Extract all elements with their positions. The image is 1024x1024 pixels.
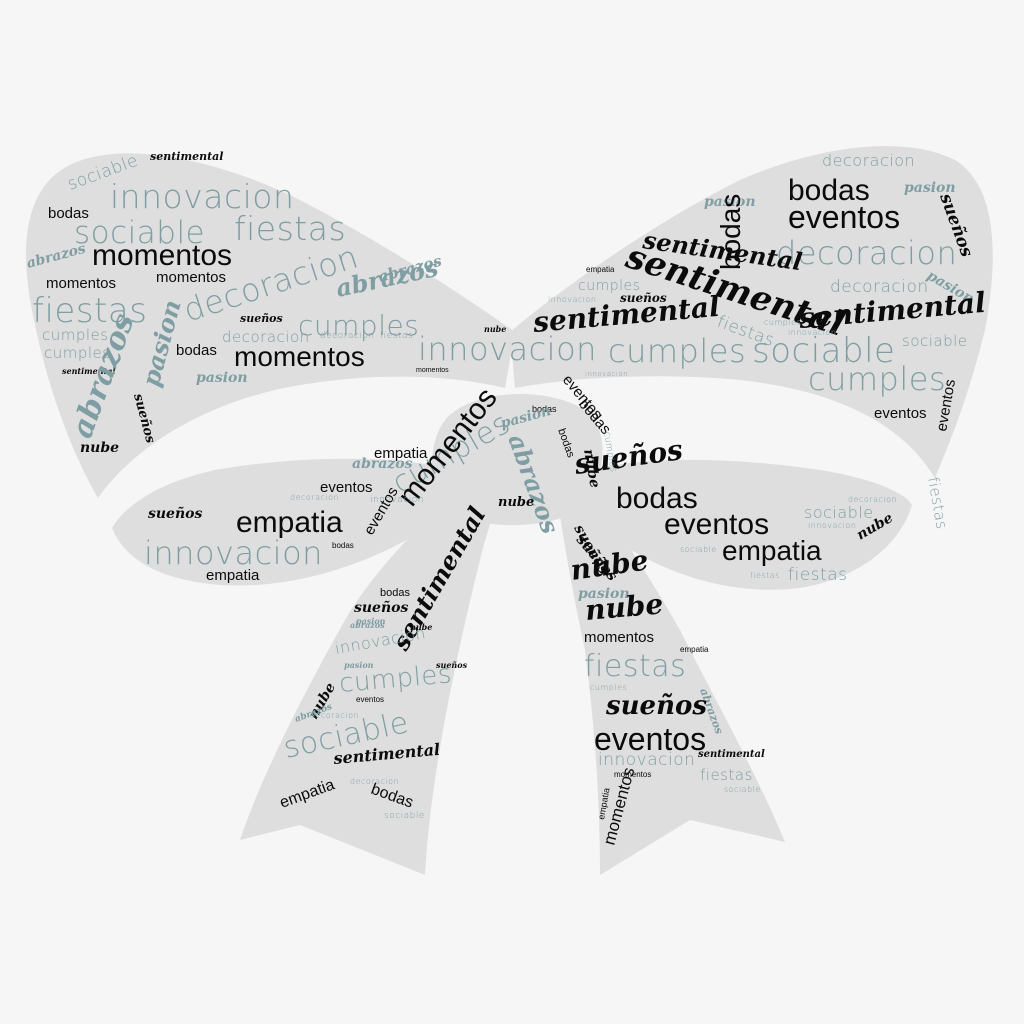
- word-pasion: pasion: [356, 616, 386, 626]
- word-empatia: empatia: [722, 535, 822, 566]
- word-suenos: sueños: [605, 691, 707, 721]
- word-momentos: momentos: [614, 770, 651, 779]
- word-decoracion: decoracion: [822, 151, 915, 170]
- word-empatia: empatia: [206, 567, 260, 584]
- word-innovacion: innovacion: [585, 370, 628, 378]
- word-sociable: sociable: [384, 811, 425, 821]
- word-eventos: eventos: [320, 479, 373, 496]
- word-nube: nube: [80, 440, 119, 456]
- word-sociable: sociable: [804, 503, 874, 522]
- word-eventos: eventos: [664, 508, 769, 541]
- word-momentos: momentos: [92, 239, 232, 272]
- word-pasion: pasion: [578, 586, 630, 602]
- word-cumples: cumples: [42, 326, 109, 344]
- word-sentimental: sentimental: [62, 366, 115, 376]
- word-nube: nube: [584, 587, 665, 627]
- word-innovacion: innovacion: [370, 495, 424, 505]
- word-momentos: momentos: [234, 341, 365, 372]
- word-empatia: empatia: [374, 445, 428, 462]
- word-fiestas: fiestas: [584, 649, 686, 684]
- word-fiestas: fiestas: [380, 331, 413, 341]
- word-decoracion: decoracion: [320, 331, 375, 341]
- word-abrazos: abrazos: [350, 620, 385, 630]
- word-cumples: cumples: [608, 332, 746, 370]
- word-empatia: empatia: [236, 506, 343, 539]
- word-cumples: cumples: [44, 344, 111, 362]
- word-suenos: sueños: [436, 660, 468, 670]
- word-sociable: sociable: [752, 331, 895, 371]
- word-cumples: cumples: [808, 360, 946, 398]
- word-nube: nube: [580, 448, 603, 489]
- word-momentos: momentos: [416, 367, 449, 374]
- word-eventos: eventos: [788, 199, 900, 235]
- right-loop: [510, 146, 993, 478]
- word-nube: nube: [410, 622, 432, 632]
- word-eventos: eventos: [594, 721, 706, 757]
- word-sociable: sociable: [680, 545, 717, 554]
- word-fiestas: fiestas: [700, 766, 753, 784]
- word-bodas: bodas: [532, 404, 557, 414]
- word-innovacion: innovacion: [110, 177, 294, 216]
- word-decoracion: decoracion: [830, 277, 929, 297]
- word-decoracion: decoracion: [848, 495, 897, 504]
- word-nube: nube: [498, 495, 534, 510]
- word-fiestas: fiestas: [788, 565, 847, 585]
- right-inner-tail: [590, 459, 912, 590]
- word-decoracion: decoracion: [222, 328, 310, 346]
- word-bodas: bodas: [788, 174, 870, 207]
- word-bodas: bodas: [380, 587, 410, 599]
- word-nube: nube: [484, 324, 506, 334]
- word-decoracion: decoracion: [350, 777, 399, 786]
- word-innovacion: innovacion: [808, 521, 856, 530]
- word-empatia: empatia: [680, 645, 709, 654]
- word-bodas: bodas: [176, 342, 217, 359]
- word-cumples: cumples: [578, 278, 640, 294]
- left-inner-tail: [112, 458, 455, 586]
- word-decoracion: decoracion: [310, 711, 359, 720]
- word-sentimental: sentimental: [150, 150, 223, 163]
- word-sociable: sociable: [724, 785, 761, 794]
- word-innovacion: innovacion: [598, 750, 695, 770]
- word-sociable: sociable: [902, 332, 968, 350]
- word-bodas: bodas: [332, 541, 354, 550]
- word-fiestas: fiestas: [32, 291, 147, 331]
- word-pasion: pasion: [904, 180, 956, 196]
- word-fiestas: fiestas: [234, 209, 346, 248]
- word-pasion: pasion: [196, 370, 248, 386]
- word-momentos: momentos: [584, 629, 654, 646]
- word-suenos: sueños: [148, 505, 202, 522]
- word-eventos: eventos: [356, 695, 384, 704]
- word-suenos: sueños: [240, 312, 283, 325]
- word-abrazos: abrazos: [352, 456, 413, 472]
- word-bodas: bodas: [48, 205, 89, 222]
- word-innovacion: innovacion: [144, 534, 323, 572]
- word-suenos: sueños: [620, 291, 667, 305]
- word-decoracion: decoracion: [290, 493, 339, 502]
- word-innovacion: innovacion: [418, 330, 597, 368]
- word-innovacion: innovacion: [548, 295, 596, 304]
- word-sociable: sociable: [74, 215, 205, 251]
- word-momentos: momentos: [46, 275, 116, 292]
- word-eventos: eventos: [874, 405, 927, 422]
- word-pasion: pasion: [344, 660, 374, 670]
- word-sentimental: sentimental: [698, 749, 765, 760]
- word-fiestas: fiestas: [750, 571, 780, 580]
- word-cumples: cumples: [590, 683, 627, 692]
- word-cumples: cumples: [764, 318, 801, 327]
- word-pasion: pasion: [704, 194, 756, 210]
- word-cumples: cumples: [298, 309, 419, 342]
- word-bodas: bodas: [616, 482, 698, 515]
- bow-silhouette: [26, 146, 993, 875]
- word-suenos: sueños: [354, 599, 408, 616]
- right-ribbon: [555, 480, 785, 875]
- word-decoracion: decoracion: [776, 234, 957, 272]
- left-loop: [26, 153, 515, 498]
- word-momentos: momentos: [156, 269, 226, 286]
- left-ribbon: [240, 480, 505, 875]
- word-bodas: bodas: [715, 194, 746, 270]
- word-innovacion: innovacion: [788, 328, 836, 337]
- word-empatia: empatia: [586, 265, 615, 274]
